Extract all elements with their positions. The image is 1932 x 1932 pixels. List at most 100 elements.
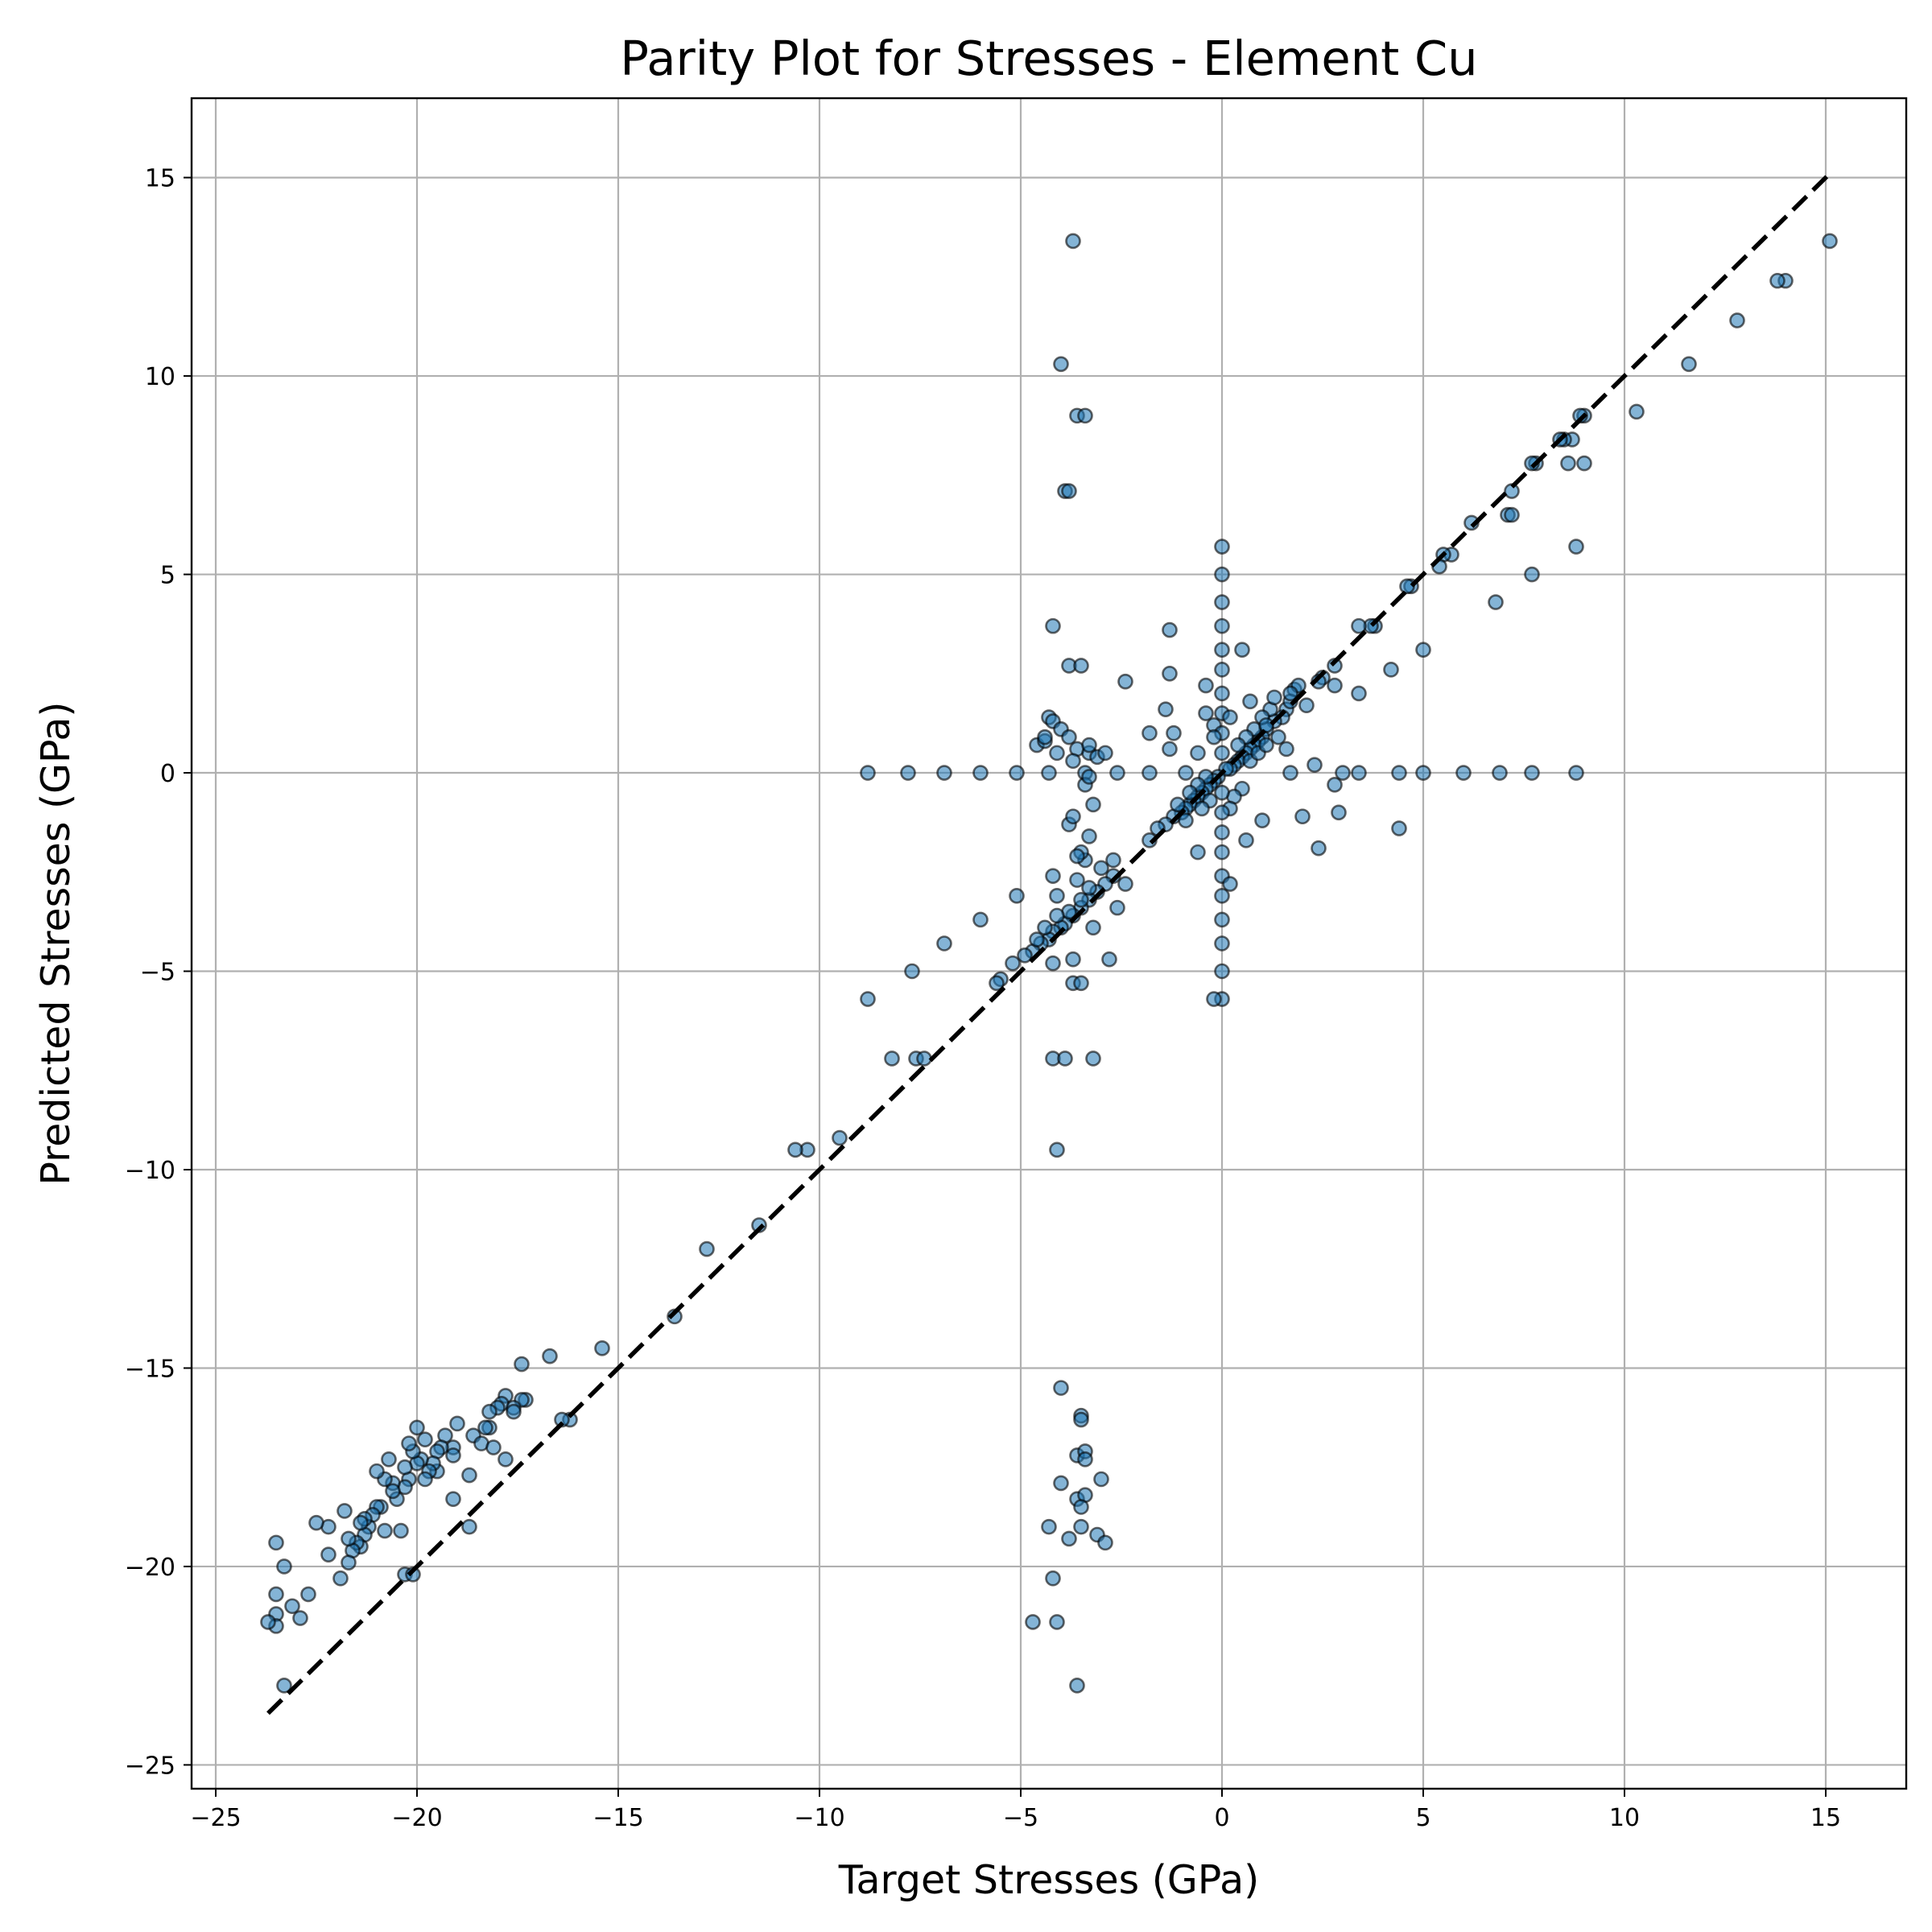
data-point (1190, 745, 1206, 762)
data-point (936, 765, 952, 781)
data-point (1041, 765, 1057, 781)
data-point (1061, 1530, 1077, 1547)
data-point (1488, 594, 1504, 610)
data-point (1576, 455, 1592, 472)
data-point (1162, 621, 1178, 638)
data-point (1383, 662, 1399, 678)
data-point (461, 1518, 477, 1535)
data-point (461, 1467, 477, 1484)
data-point (1045, 617, 1061, 634)
y-tick-label: −25 (125, 1752, 175, 1780)
data-point (1206, 991, 1222, 1007)
data-point (292, 1610, 308, 1626)
data-point (699, 1241, 715, 1257)
data-point (1065, 753, 1081, 770)
data-point (445, 1447, 461, 1463)
data-point (1294, 808, 1311, 825)
data-point (1214, 594, 1230, 610)
data-point (1097, 1534, 1113, 1551)
data-point (832, 1129, 848, 1146)
data-point (1327, 777, 1343, 793)
data-point (916, 1051, 932, 1067)
data-point (1141, 765, 1158, 781)
data-point (1298, 697, 1315, 714)
data-point (1017, 947, 1033, 964)
data-point (477, 1419, 493, 1436)
x-tick-label: −10 (794, 1804, 844, 1832)
data-point (1335, 765, 1351, 781)
data-point (1141, 724, 1158, 741)
data-point (1214, 824, 1230, 840)
data-point (336, 1503, 353, 1519)
data-point (1166, 724, 1182, 741)
data-point (1162, 665, 1178, 682)
data-point (1681, 356, 1697, 373)
data-point (1214, 566, 1230, 583)
data-point (1073, 975, 1089, 992)
data-point (1351, 765, 1367, 781)
data-point (1105, 852, 1121, 869)
data-point (1045, 868, 1061, 884)
y-tick-label: 15 (145, 165, 175, 193)
data-point (1560, 455, 1576, 472)
data-point (1351, 617, 1367, 634)
x-tick-label: 10 (1609, 1804, 1640, 1832)
data-point (485, 1439, 502, 1455)
y-tick-label: 0 (160, 760, 175, 788)
data-point (1214, 685, 1230, 702)
data-point (385, 1483, 401, 1500)
data-point (1524, 765, 1540, 781)
data-point (1085, 919, 1101, 936)
data-point (1037, 729, 1053, 745)
data-point (1081, 828, 1097, 844)
data-point (1097, 745, 1113, 762)
data-point (1045, 955, 1061, 972)
data-point (542, 1348, 558, 1364)
data-point (1081, 880, 1097, 896)
data-point (1170, 796, 1186, 813)
y-tick-label: −15 (125, 1355, 175, 1383)
data-point (1178, 765, 1194, 781)
data-point (1029, 931, 1045, 947)
data-point (284, 1598, 300, 1615)
data-point (276, 1558, 292, 1575)
data-point (787, 1141, 803, 1158)
data-point (1391, 765, 1407, 781)
data-point (1504, 506, 1520, 523)
data-point (1198, 677, 1214, 694)
data-point (300, 1586, 316, 1603)
data-point (332, 1570, 349, 1587)
x-tick-label: −20 (391, 1804, 442, 1832)
data-point (1327, 677, 1343, 694)
data-point (1073, 1518, 1089, 1535)
data-point (1049, 907, 1065, 924)
data-point (1629, 403, 1645, 420)
data-point (860, 765, 876, 781)
data-point (1069, 1678, 1085, 1694)
data-point (417, 1431, 433, 1447)
data-point (1282, 685, 1298, 702)
data-point (1331, 804, 1347, 821)
data-point (1085, 1051, 1101, 1067)
data-point (904, 963, 920, 980)
data-point (1037, 919, 1053, 936)
data-point (1307, 757, 1323, 773)
x-axis-label: Target Stresses (GPa) (838, 1857, 1260, 1903)
data-point (369, 1463, 385, 1480)
data-point (1009, 888, 1025, 904)
data-point (397, 1459, 413, 1476)
data-point (1073, 658, 1089, 674)
data-point (506, 1403, 522, 1420)
x-tick-label: 0 (1214, 1804, 1229, 1832)
data-point (1190, 844, 1206, 861)
data-point (341, 1530, 357, 1547)
data-point (1415, 642, 1431, 658)
data-point (1568, 765, 1584, 781)
axis-ticks: −25 −20 −15 −10 −5 0 5 10 15 −25 −20 −15 −10 −5 0 5 10 15 (125, 165, 1841, 1832)
data-point (972, 765, 989, 781)
data-point (1278, 741, 1294, 758)
data-point (1049, 888, 1065, 904)
data-point (989, 975, 1005, 992)
x-tick-label: −15 (592, 1804, 643, 1832)
